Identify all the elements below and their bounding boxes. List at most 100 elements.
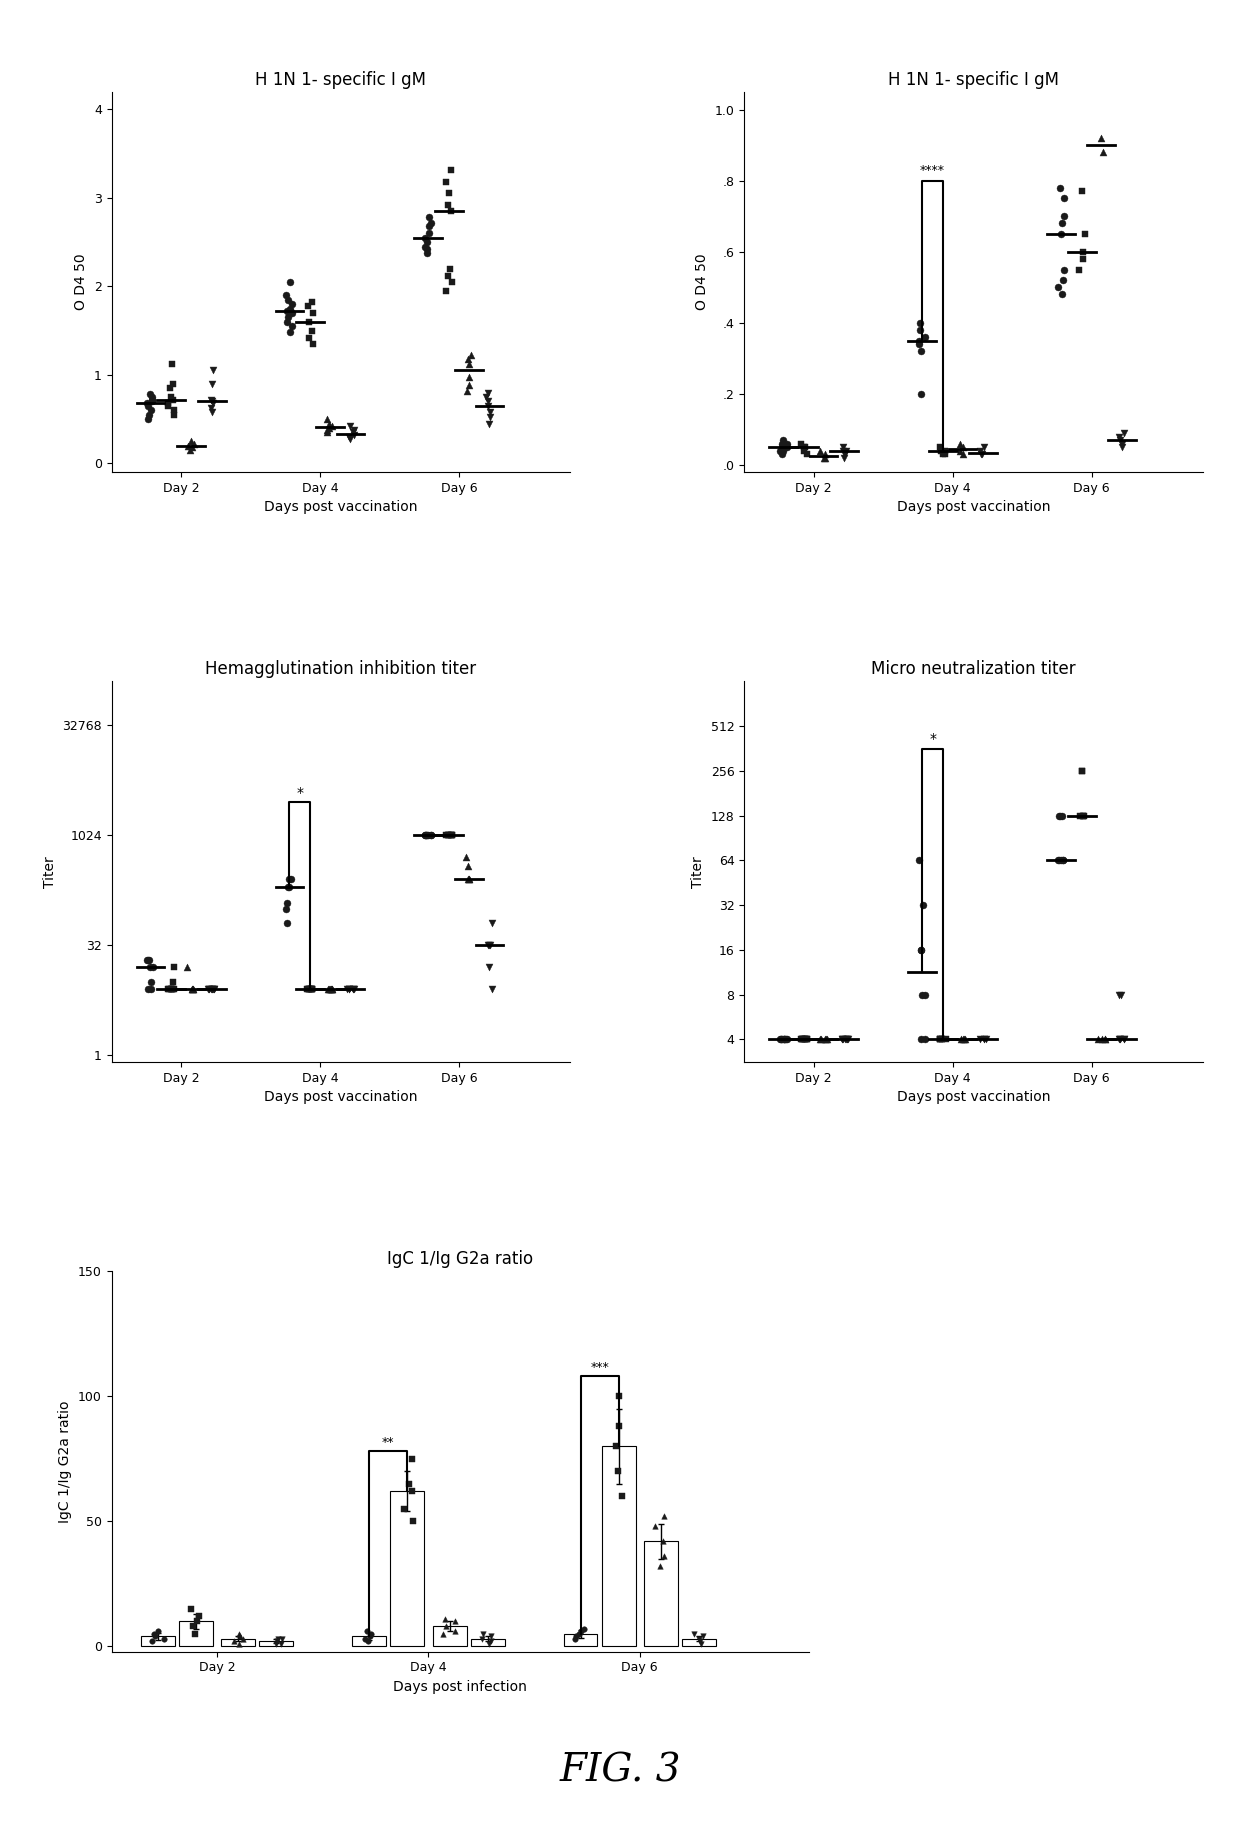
Point xyxy=(458,345,477,374)
Point xyxy=(835,440,854,470)
Point xyxy=(481,1622,501,1652)
Point xyxy=(1050,172,1070,202)
Point xyxy=(164,967,184,996)
Point xyxy=(343,420,363,450)
Point xyxy=(272,1629,291,1659)
Point xyxy=(1048,273,1068,303)
Point xyxy=(267,1628,286,1657)
Point xyxy=(438,191,458,220)
Point xyxy=(268,1624,288,1653)
Point xyxy=(480,398,500,428)
Point xyxy=(774,1024,794,1053)
Point xyxy=(343,415,363,444)
Point xyxy=(794,1024,813,1053)
Point xyxy=(930,433,950,462)
Bar xyxy=(222,1639,255,1646)
Point xyxy=(140,380,160,409)
Point xyxy=(301,974,321,1004)
Point xyxy=(436,167,456,196)
Point xyxy=(832,1024,852,1053)
Point xyxy=(458,851,477,881)
Point xyxy=(200,974,219,1004)
Point xyxy=(911,936,931,965)
Point xyxy=(438,820,458,850)
Point xyxy=(201,395,221,424)
Point xyxy=(317,415,337,444)
Point xyxy=(162,974,182,1004)
Point xyxy=(833,433,853,462)
Point xyxy=(299,974,319,1004)
Point xyxy=(337,974,357,1004)
Point xyxy=(303,288,322,317)
Point xyxy=(441,154,461,184)
Point xyxy=(480,402,500,431)
Point xyxy=(909,846,929,875)
Point xyxy=(277,306,296,336)
Point xyxy=(791,1024,811,1053)
Point xyxy=(299,323,319,352)
Point xyxy=(479,930,498,960)
Point xyxy=(322,411,342,440)
Point xyxy=(606,1431,626,1461)
Point xyxy=(399,1470,419,1499)
Point xyxy=(1054,255,1074,284)
Point xyxy=(198,974,218,1004)
Point xyxy=(481,1628,501,1657)
Point xyxy=(445,1607,465,1637)
Point xyxy=(303,974,322,1004)
Point xyxy=(144,1618,164,1648)
Point xyxy=(278,303,298,332)
Point xyxy=(141,974,161,1004)
Point xyxy=(436,1611,456,1640)
Point xyxy=(319,974,339,1004)
Point xyxy=(770,1024,790,1053)
Point xyxy=(459,361,479,391)
Point xyxy=(572,1617,591,1646)
Point xyxy=(343,974,363,1004)
Point xyxy=(771,433,791,462)
Point xyxy=(688,1624,708,1653)
Title: Micro neutralization titer: Micro neutralization titer xyxy=(872,661,1076,679)
Point xyxy=(321,974,341,1004)
Point xyxy=(691,1629,711,1659)
Point xyxy=(460,371,480,400)
Point xyxy=(229,1622,249,1652)
Point xyxy=(422,207,441,237)
Point xyxy=(277,894,296,923)
Point xyxy=(1109,1024,1128,1053)
Point xyxy=(1049,802,1069,831)
Point xyxy=(187,1607,207,1637)
Point xyxy=(280,317,300,347)
Y-axis label: Titer: Titer xyxy=(42,855,57,888)
Point xyxy=(357,1617,377,1646)
Point xyxy=(182,974,202,1004)
Y-axis label: O D4 50: O D4 50 xyxy=(74,253,88,310)
Bar xyxy=(601,1446,636,1646)
Point xyxy=(441,268,461,297)
Point xyxy=(272,1624,291,1653)
Point xyxy=(277,281,296,310)
Point xyxy=(164,400,184,429)
X-axis label: Days post vaccination: Days post vaccination xyxy=(264,501,418,514)
Point xyxy=(436,820,456,850)
Point xyxy=(954,1024,973,1053)
Point xyxy=(415,820,435,850)
Point xyxy=(362,1618,382,1648)
Point xyxy=(1052,279,1071,308)
Point xyxy=(280,268,300,297)
Point xyxy=(319,413,339,442)
Point xyxy=(141,396,161,426)
Point xyxy=(655,1541,675,1571)
Point xyxy=(358,1628,378,1657)
Point xyxy=(1110,1024,1130,1053)
Point xyxy=(1092,138,1112,167)
Point xyxy=(835,1024,854,1053)
Point xyxy=(931,437,951,466)
Point xyxy=(480,409,500,439)
Bar xyxy=(433,1626,466,1646)
Point xyxy=(1053,846,1073,875)
Point xyxy=(434,1618,454,1648)
Point xyxy=(303,316,322,345)
Point xyxy=(143,1628,162,1657)
Point xyxy=(159,391,179,420)
